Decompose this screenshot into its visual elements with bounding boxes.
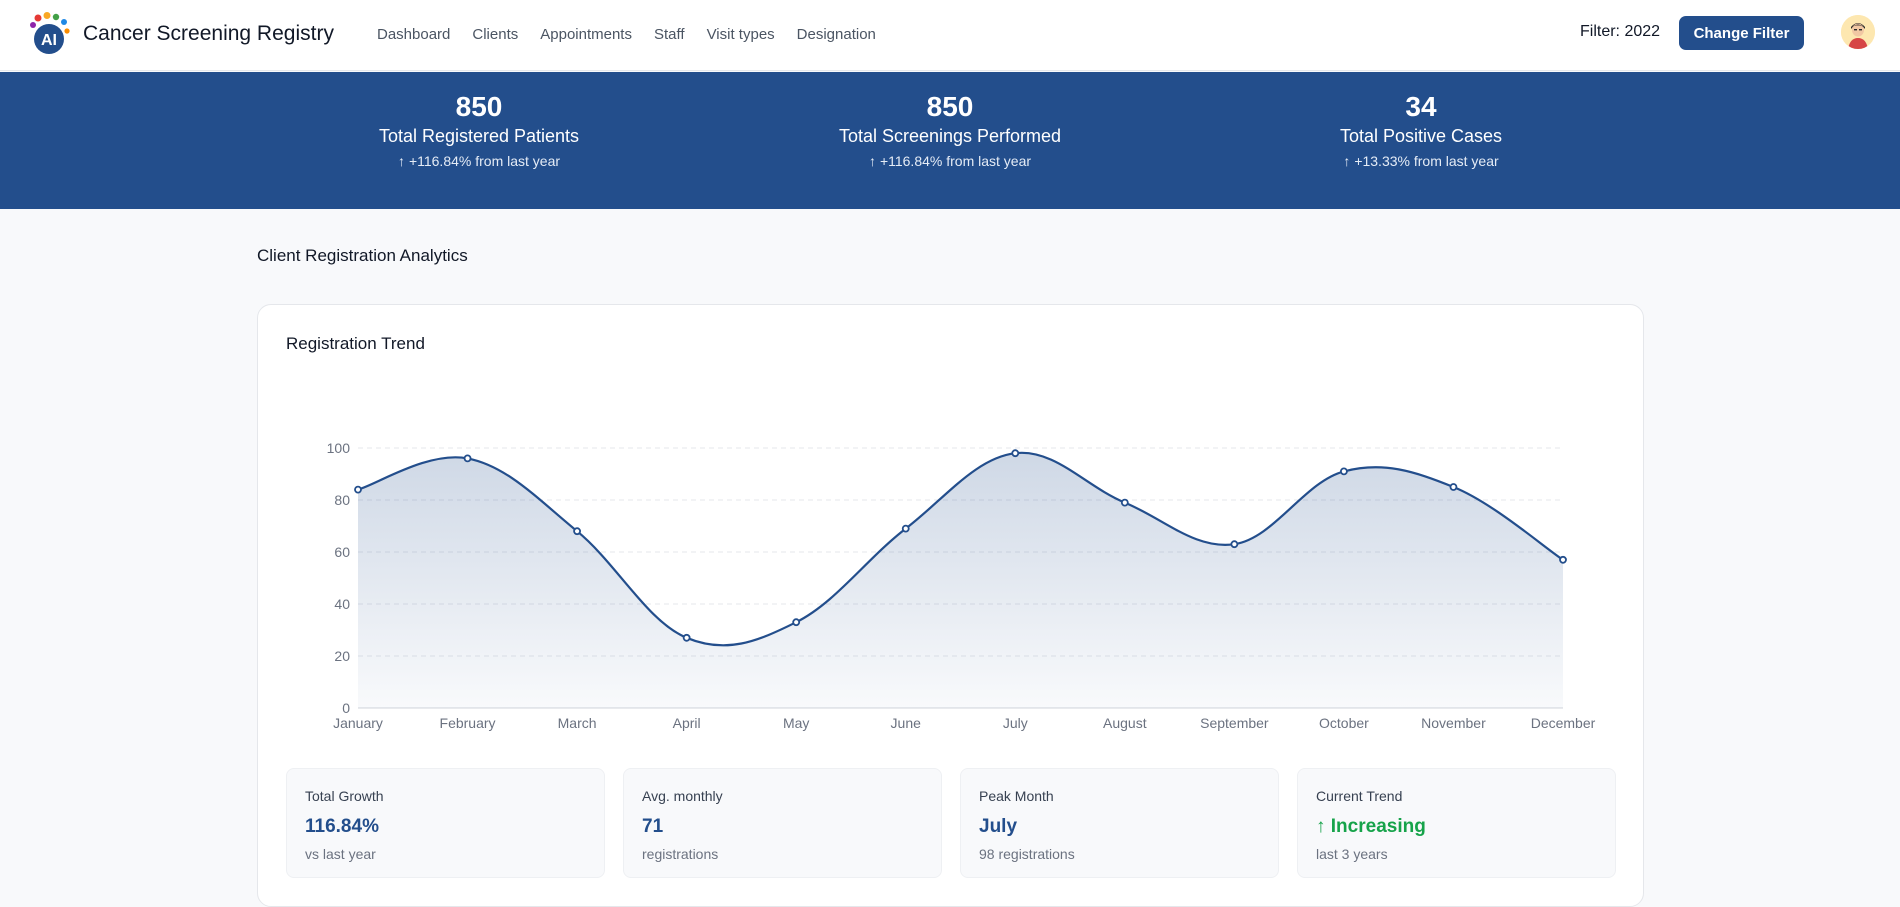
metric-sub: vs last year xyxy=(305,846,376,862)
x-tick-label: October xyxy=(1319,715,1369,731)
metric-label: Total Growth xyxy=(305,788,384,804)
data-point xyxy=(1340,467,1348,476)
x-tick-label: December xyxy=(1531,715,1596,731)
metric-label: Current Trend xyxy=(1316,788,1403,804)
y-tick-label: 100 xyxy=(327,440,351,456)
x-tick-label: April xyxy=(673,715,701,731)
data-point xyxy=(463,454,472,463)
x-tick-label: August xyxy=(1103,715,1147,731)
stat-registered-patients: 850 Total Registered Patients ↑ +116.84% … xyxy=(299,90,659,170)
registration-trend-card: Registration Trend 0 20 40 60 80 100 January Fe… xyxy=(257,304,1644,907)
metrics-row: Total Growth 116.84% vs last year Avg. m… xyxy=(286,768,1616,878)
arrow-up-icon: ↑ xyxy=(1343,153,1351,169)
arrow-up-icon: ↑ xyxy=(397,153,405,169)
trend-up-icon: ↑ xyxy=(1316,816,1326,837)
main-nav: Dashboard Clients Appointments Staff Vis… xyxy=(377,26,876,43)
nav-appointments[interactable]: Appointments xyxy=(540,26,632,43)
data-point xyxy=(1559,555,1567,564)
y-tick-label: 40 xyxy=(334,596,350,612)
stat-change: ↑ +13.33% from last year xyxy=(1343,153,1499,169)
x-tick-label: June xyxy=(891,715,922,731)
nav-staff[interactable]: Staff xyxy=(653,26,685,43)
x-tick-label: January xyxy=(333,715,383,731)
y-tick-label: 80 xyxy=(334,492,350,508)
stat-positive-cases: 34 Total Positive Cases ↑ +13.33% from la… xyxy=(1241,90,1601,170)
metric-sub: registrations xyxy=(642,846,719,862)
x-tick-label: May xyxy=(783,715,809,731)
change-filter-button[interactable]: Change Filter xyxy=(1679,16,1804,50)
metric-value: July xyxy=(979,816,1018,837)
y-tick-label: 0 xyxy=(342,700,350,716)
stat-label: Total Screenings Performed xyxy=(838,126,1062,146)
metric-total-growth: Total Growth 116.84% vs last year xyxy=(286,768,605,878)
avatar-icon xyxy=(1841,15,1875,49)
metric-current-trend: Current Trend ↑ Increasing last 3 years xyxy=(1297,768,1616,878)
y-tick-label: 20 xyxy=(334,648,350,664)
y-tick-label: 60 xyxy=(334,544,350,560)
metric-value: 71 xyxy=(642,816,664,837)
data-point xyxy=(682,633,691,642)
stat-label: Total Positive Cases xyxy=(1339,126,1503,146)
app-logo[interactable]: AI xyxy=(27,12,71,56)
section-title: Client Registration Analytics xyxy=(257,246,468,265)
metric-value: 116.84% xyxy=(305,816,379,837)
metric-sub: last 3 years xyxy=(1316,846,1388,862)
logo-text: AI xyxy=(41,32,57,49)
stat-change: ↑ +116.84% from last year xyxy=(868,153,1032,169)
nav-visit-types[interactable]: Visit types xyxy=(706,26,775,43)
stat-value: 850 xyxy=(926,91,974,122)
metric-peak-month: Peak Month July 98 registrations xyxy=(960,768,1279,878)
stat-value: 850 xyxy=(455,91,503,122)
card-title: Registration Trend xyxy=(286,334,425,353)
metric-label: Avg. monthly xyxy=(642,788,723,804)
stat-value: 34 xyxy=(1405,91,1437,122)
x-tick-label: February xyxy=(440,715,496,731)
x-tick-label: September xyxy=(1200,715,1269,731)
stat-screenings-performed: 850 Total Screenings Performed ↑ +116.84%… xyxy=(770,90,1130,170)
nav-dashboard[interactable]: Dashboard xyxy=(377,26,451,43)
nav-designation[interactable]: Designation xyxy=(796,26,876,43)
x-tick-label: March xyxy=(558,715,597,731)
data-point xyxy=(1011,449,1020,458)
top-navbar: AI Cancer Screening Registry Dashboard C… xyxy=(0,0,1900,71)
metric-avg-monthly: Avg. monthly 71 registrations xyxy=(623,768,942,878)
metric-sub: 98 registrations xyxy=(979,846,1075,862)
data-point xyxy=(1230,540,1239,549)
x-tick-label: November xyxy=(1421,715,1486,731)
arrow-up-icon: ↑ xyxy=(868,153,876,169)
metric-value: ↑ Increasing xyxy=(1316,816,1426,837)
metric-label: Peak Month xyxy=(979,788,1054,804)
stat-change: ↑ +116.84% from last year xyxy=(397,153,561,169)
data-point xyxy=(573,527,581,536)
data-point xyxy=(792,618,801,627)
data-point xyxy=(354,485,362,494)
app-title: Cancer Screening Registry xyxy=(83,22,334,45)
registration-trend-chart: 0 20 40 60 80 100 January February March April May… xyxy=(327,440,1596,731)
data-point xyxy=(1449,483,1458,491)
series-area xyxy=(358,452,1563,708)
filter-label: Filter: 2022 xyxy=(1580,23,1661,40)
data-point xyxy=(901,524,910,533)
x-tick-label: July xyxy=(1003,715,1028,731)
stat-label: Total Registered Patients xyxy=(378,126,580,146)
stats-banner: 850 Total Registered Patients ↑ +116.84% … xyxy=(0,72,1900,209)
nav-clients[interactable]: Clients xyxy=(472,26,519,43)
data-point xyxy=(1120,498,1129,507)
user-avatar[interactable] xyxy=(1841,15,1875,49)
